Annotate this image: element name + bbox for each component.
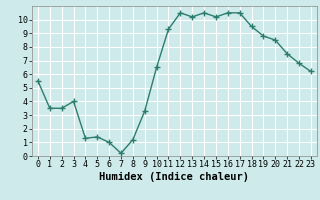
X-axis label: Humidex (Indice chaleur): Humidex (Indice chaleur) [100,172,249,182]
